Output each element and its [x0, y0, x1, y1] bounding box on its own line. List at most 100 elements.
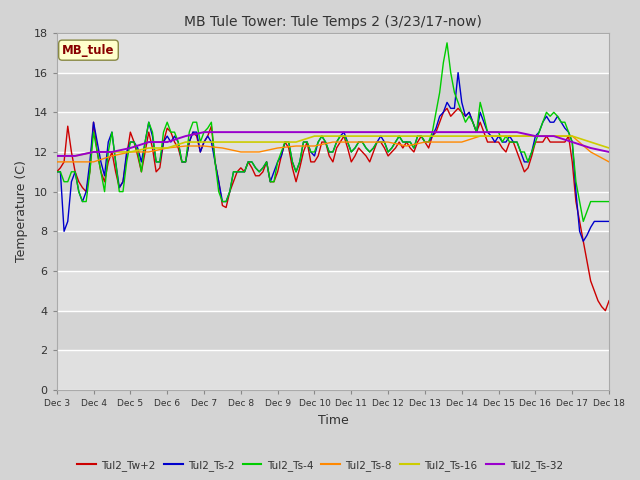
Tul2_Ts-32: [458, 129, 466, 135]
Tul2_Tw+2: [598, 304, 605, 310]
Tul2_Ts-4: [53, 169, 61, 175]
Bar: [57, 112, 609, 152]
Line: Tul2_Ts-16: Tul2_Ts-16: [57, 136, 609, 156]
Tul2_Ts-16: [310, 133, 318, 139]
Tul2_Ts-16: [274, 139, 282, 145]
Tul2_Ts-32: [200, 129, 208, 135]
Tul2_Ts-2: [602, 218, 609, 224]
Tul2_Ts-16: [366, 133, 374, 139]
Tul2_Ts-32: [53, 153, 61, 159]
Tul2_Tw+2: [602, 308, 609, 313]
Tul2_Ts-32: [274, 129, 282, 135]
Tul2_Ts-8: [403, 143, 410, 149]
Tul2_Ts-4: [440, 60, 447, 66]
Tul2_Ts-8: [90, 159, 97, 165]
Tul2_Ts-2: [322, 139, 330, 145]
Tul2_Ts-32: [348, 129, 355, 135]
Tul2_Ts-16: [127, 149, 134, 155]
Tul2_Ts-16: [182, 139, 189, 145]
Tul2_Ts-16: [550, 133, 557, 139]
Bar: [57, 271, 609, 311]
Tul2_Ts-2: [579, 239, 587, 244]
Bar: [57, 152, 609, 192]
Tul2_Ts-8: [108, 153, 116, 159]
Tul2_Ts-2: [440, 109, 447, 115]
Tul2_Tw+2: [443, 106, 451, 111]
Tul2_Ts-8: [550, 133, 557, 139]
Tul2_Ts-4: [602, 199, 609, 204]
Tul2_Ts-32: [421, 129, 429, 135]
Tul2_Ts-32: [255, 129, 263, 135]
Tul2_Ts-16: [513, 133, 521, 139]
Tul2_Ts-8: [53, 159, 61, 165]
Bar: [57, 350, 609, 390]
Tul2_Ts-16: [568, 133, 576, 139]
Line: Tul2_Ts-32: Tul2_Ts-32: [57, 132, 609, 156]
Tul2_Ts-8: [182, 143, 189, 149]
Tul2_Ts-8: [513, 133, 521, 139]
Tul2_Ts-16: [495, 133, 502, 139]
Line: Tul2_Ts-4: Tul2_Ts-4: [57, 43, 609, 221]
Tul2_Ts-8: [274, 145, 282, 151]
Tul2_Ts-32: [329, 129, 337, 135]
Tul2_Ts-2: [53, 169, 61, 175]
Tul2_Ts-16: [403, 133, 410, 139]
Tul2_Ts-2: [605, 218, 613, 224]
Tul2_Ts-8: [255, 149, 263, 155]
Tul2_Ts-8: [495, 133, 502, 139]
Tul2_Ts-8: [71, 159, 79, 165]
Tul2_Ts-32: [219, 129, 227, 135]
Line: Tul2_Tw+2: Tul2_Tw+2: [57, 108, 609, 311]
Tul2_Ts-4: [579, 218, 587, 224]
Tul2_Ts-32: [310, 129, 318, 135]
Tul2_Ts-32: [440, 129, 447, 135]
Tul2_Ts-32: [366, 129, 374, 135]
Tul2_Ts-16: [71, 153, 79, 159]
Tul2_Ts-32: [145, 139, 152, 145]
Tul2_Ts-16: [348, 133, 355, 139]
Tul2_Ts-32: [71, 153, 79, 159]
Tul2_Ts-32: [550, 133, 557, 139]
Tul2_Ts-4: [322, 139, 330, 145]
Tul2_Ts-32: [163, 139, 171, 145]
Tul2_Tw+2: [248, 165, 256, 171]
Tul2_Ts-8: [605, 159, 613, 165]
Tul2_Ts-8: [329, 139, 337, 145]
Text: MB_tule: MB_tule: [62, 44, 115, 57]
Tul2_Ts-8: [366, 139, 374, 145]
Tul2_Ts-4: [443, 40, 451, 46]
Tul2_Ts-8: [163, 145, 171, 151]
Tul2_Ts-8: [200, 143, 208, 149]
Tul2_Ts-16: [532, 133, 540, 139]
Tul2_Ts-16: [605, 145, 613, 151]
Tul2_Ts-8: [145, 149, 152, 155]
Tul2_Ts-4: [605, 199, 613, 204]
Y-axis label: Temperature (C): Temperature (C): [15, 160, 28, 263]
Tul2_Ts-8: [458, 139, 466, 145]
Tul2_Ts-16: [440, 133, 447, 139]
Bar: [57, 33, 609, 72]
Bar: [57, 231, 609, 271]
Tul2_Ts-32: [532, 133, 540, 139]
Tul2_Ts-8: [219, 145, 227, 151]
Tul2_Ts-2: [388, 145, 396, 151]
Tul2_Ts-16: [163, 145, 171, 151]
Tul2_Ts-16: [145, 145, 152, 151]
Tul2_Ts-16: [384, 133, 392, 139]
Tul2_Ts-8: [440, 139, 447, 145]
Tul2_Ts-16: [587, 139, 595, 145]
Tul2_Tw+2: [388, 149, 396, 155]
Tul2_Ts-16: [53, 153, 61, 159]
Tul2_Ts-16: [421, 133, 429, 139]
Tul2_Ts-32: [237, 129, 244, 135]
Line: Tul2_Ts-2: Tul2_Ts-2: [57, 72, 609, 241]
Tul2_Ts-32: [605, 149, 613, 155]
Tul2_Tw+2: [440, 109, 447, 115]
Tul2_Ts-16: [292, 139, 300, 145]
Tul2_Ts-8: [237, 149, 244, 155]
Tul2_Ts-16: [90, 149, 97, 155]
X-axis label: Time: Time: [317, 414, 348, 427]
Tul2_Ts-8: [310, 143, 318, 149]
Title: MB Tule Tower: Tule Temps 2 (3/23/17-now): MB Tule Tower: Tule Temps 2 (3/23/17-now…: [184, 15, 482, 29]
Tul2_Tw+2: [53, 169, 61, 175]
